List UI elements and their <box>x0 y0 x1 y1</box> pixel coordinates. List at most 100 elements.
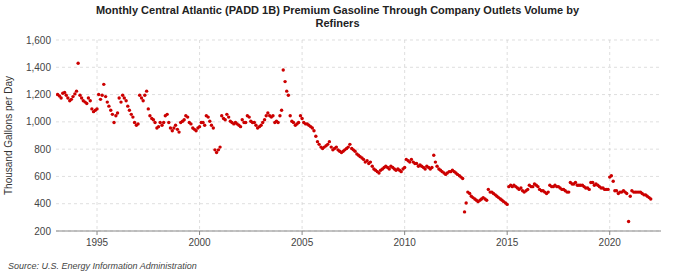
point <box>432 154 435 157</box>
point <box>95 107 98 110</box>
point <box>208 119 211 122</box>
point <box>247 115 250 118</box>
grid-line-x <box>302 40 303 231</box>
grid-line-x <box>609 40 610 231</box>
x-tick <box>404 231 405 235</box>
point <box>107 104 110 107</box>
point <box>430 166 433 169</box>
point <box>223 118 226 121</box>
point <box>278 114 281 117</box>
point <box>206 115 209 118</box>
x-tick-label: 2010 <box>394 237 417 248</box>
point <box>434 160 437 163</box>
point <box>89 99 92 102</box>
point <box>59 96 62 99</box>
y-tick-label: 200 <box>34 226 51 237</box>
point <box>285 89 288 92</box>
point <box>244 121 247 124</box>
axes: 200 400 600 800 1,000 1,200 1,400 1,600 1995 2000… <box>26 35 661 249</box>
grid-line-y <box>56 94 661 95</box>
point <box>124 99 127 102</box>
point <box>97 93 100 96</box>
grid-line-y <box>56 176 661 177</box>
point <box>588 188 591 191</box>
point <box>283 80 286 83</box>
point <box>629 195 632 198</box>
point <box>157 125 160 128</box>
grid-line-y <box>56 203 661 204</box>
grid-line-x <box>404 40 405 231</box>
grid-line-y <box>56 231 661 232</box>
point <box>117 96 120 99</box>
point <box>328 140 331 143</box>
y-tick-label: 400 <box>34 198 51 209</box>
point <box>112 121 115 124</box>
point <box>289 114 292 117</box>
y-tick-label: 600 <box>34 171 51 182</box>
x-axis-line <box>56 231 661 232</box>
point <box>461 177 464 180</box>
y-axis-label: Thousand Gallons per Day <box>3 76 14 195</box>
point <box>85 102 88 105</box>
point <box>463 210 466 213</box>
y-tick-label: 1,600 <box>26 35 51 46</box>
point <box>100 94 103 97</box>
point <box>610 174 613 177</box>
point <box>227 115 230 118</box>
x-tick-label: 1995 <box>86 237 109 248</box>
point <box>104 95 107 98</box>
chart: Monthly Central Atlantic (PADD 1B) Premi… <box>0 0 675 275</box>
x-tick <box>302 231 303 235</box>
y-tick-label: 1,400 <box>26 62 51 73</box>
point <box>649 197 652 200</box>
point <box>464 201 467 204</box>
x-tick <box>199 231 200 235</box>
grid-line-y <box>56 67 661 68</box>
point <box>174 124 177 127</box>
y-tick-label: 1,200 <box>26 89 51 100</box>
point <box>485 199 488 202</box>
point <box>612 180 615 183</box>
point <box>263 118 266 121</box>
grid <box>56 40 661 231</box>
x-tick <box>97 231 98 235</box>
point <box>276 121 279 124</box>
point <box>198 125 201 128</box>
point <box>369 160 372 163</box>
point <box>111 113 114 116</box>
grid-line-y <box>56 149 661 150</box>
y-tick-label: 1,000 <box>26 116 51 127</box>
point <box>177 130 180 133</box>
y-tick-label: 800 <box>34 144 51 155</box>
title: Monthly Central Atlantic (PADD 1B) Premi… <box>96 4 580 29</box>
point <box>348 143 351 146</box>
x-tick-label: 2000 <box>188 237 211 248</box>
point <box>627 220 630 223</box>
x-tick-label: 2015 <box>496 237 519 248</box>
point <box>625 192 628 195</box>
x-tick <box>609 231 610 235</box>
point <box>314 134 317 137</box>
source-note: Source: U.S. Energy Information Administ… <box>8 261 197 271</box>
point <box>136 122 139 125</box>
grid-line-x <box>97 40 98 231</box>
x-tick <box>507 231 508 235</box>
point <box>99 98 102 101</box>
point <box>76 61 79 64</box>
point <box>147 107 150 110</box>
point <box>547 190 550 193</box>
point <box>165 113 168 116</box>
point <box>126 104 129 107</box>
grid-line-y <box>56 40 661 41</box>
point <box>128 109 131 112</box>
point <box>75 89 78 92</box>
point <box>109 109 112 112</box>
point <box>271 114 274 117</box>
grid-line-x <box>199 40 200 231</box>
point <box>203 124 206 127</box>
point <box>119 100 122 103</box>
point <box>131 115 134 118</box>
point <box>102 83 105 86</box>
point <box>106 100 109 103</box>
point <box>141 99 144 102</box>
